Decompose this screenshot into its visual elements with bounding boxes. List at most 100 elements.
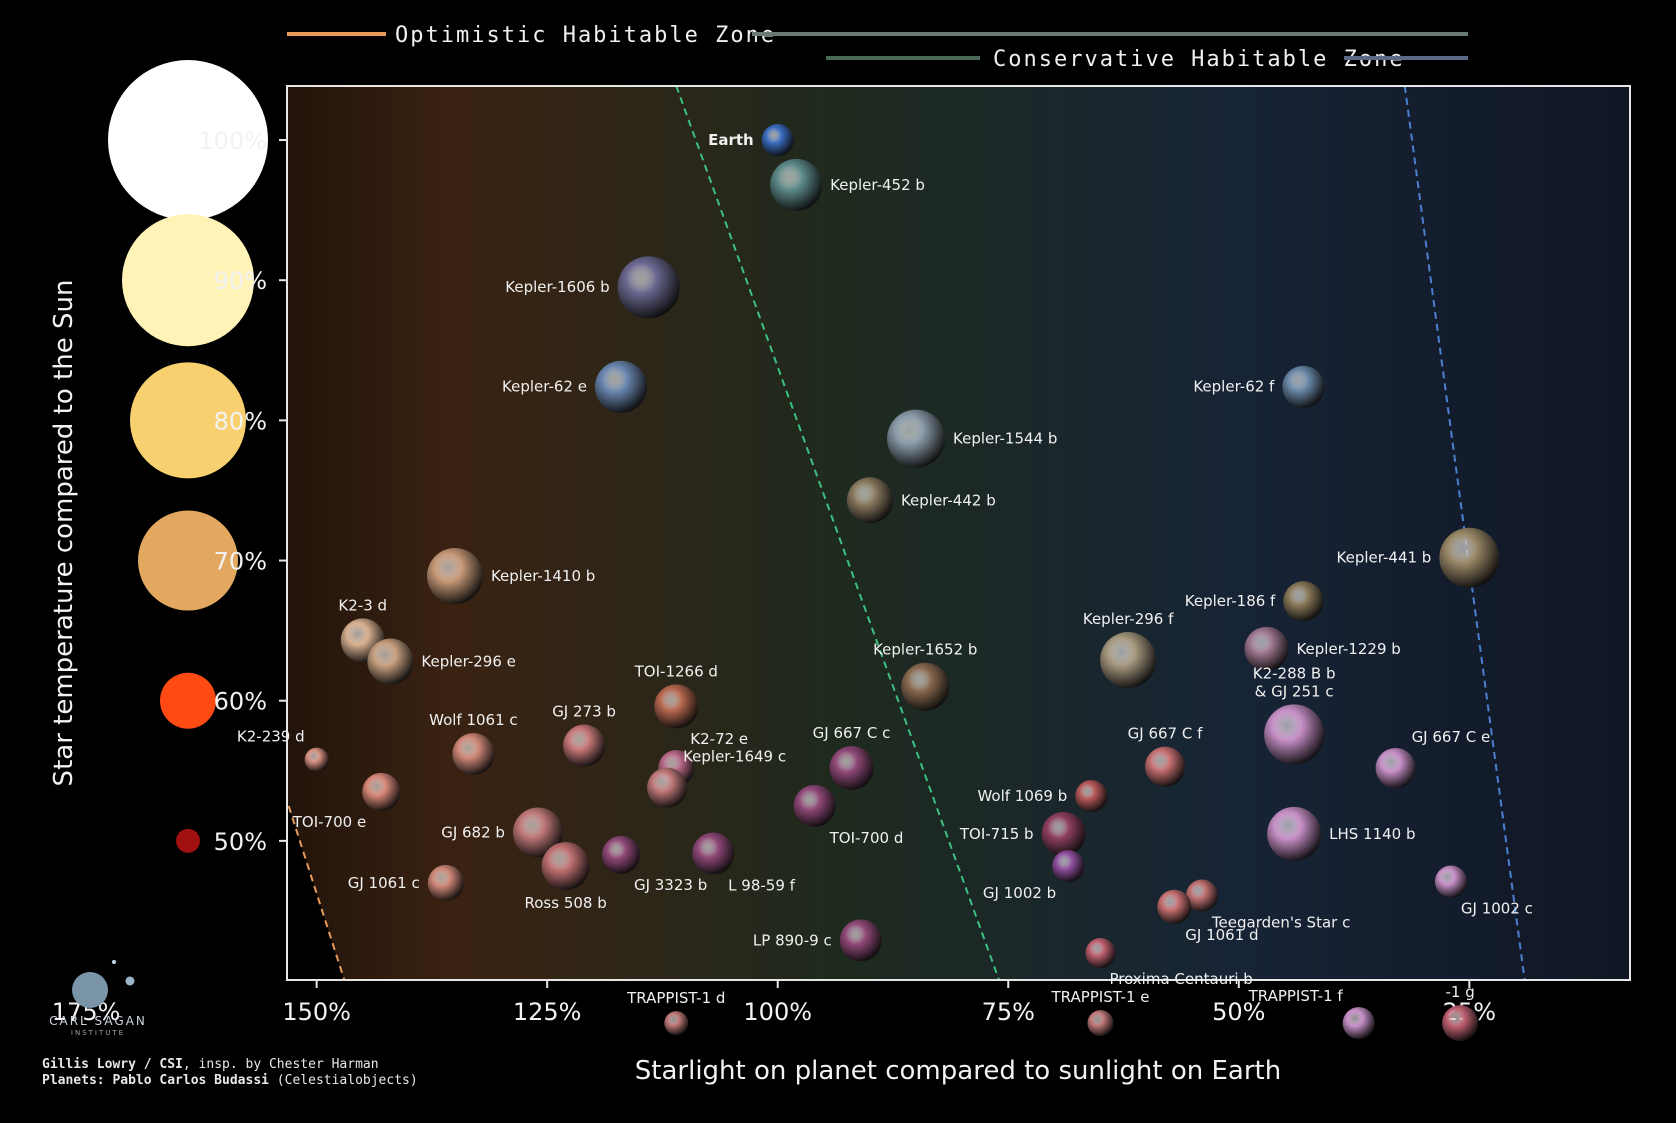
planet-disc-toi-700-e xyxy=(362,772,401,811)
y-tick-label-70: 70% xyxy=(214,548,267,576)
planet-gj-273-b: GJ 273 b xyxy=(552,703,616,767)
planet-label-ross-508-b: Ross 508 b xyxy=(525,894,607,912)
y-tick-label-80: 80% xyxy=(214,407,267,435)
planet-label-lhs-1140-b: LHS 1140 b xyxy=(1329,825,1415,843)
planet-label-gj-667-c-f: GJ 667 C f xyxy=(1128,725,1203,743)
star-disc-80 xyxy=(130,362,246,479)
planet-disc-1-g xyxy=(1442,1005,1479,1042)
planet-label-trappist-1-e: TRAPPIST-1 e xyxy=(1050,988,1149,1006)
planet-trappist-1-d: TRAPPIST-1 d xyxy=(626,989,725,1036)
y-axis-label: Star temperature compared to the Sun xyxy=(49,280,79,787)
planet-label-kepler-1229-b: Kepler-1229 b xyxy=(1296,640,1400,658)
planet-teegarden-s-star-c: Teegarden's Star c xyxy=(1185,879,1350,932)
planet-label-1-g: -1 g xyxy=(1445,983,1474,1001)
planet-disc-kepler-62-f xyxy=(1282,365,1325,408)
planet-disc-kepler-1544-b xyxy=(887,409,946,468)
planet-gj-667-c-c: GJ 667 C c xyxy=(813,724,891,790)
planet-disc-kepler-452-b xyxy=(770,158,823,211)
planet-kepler-452-b: Kepler-452 b xyxy=(770,158,925,211)
planet-label-gj-1002-b: GJ 1002 b xyxy=(983,884,1056,902)
planet-label-lp-890-9-c: LP 890-9 c xyxy=(753,931,832,949)
planet-wolf-1061-c: Wolf 1061 c xyxy=(429,711,518,775)
planet-disc-toi-700-d xyxy=(793,784,836,827)
planet-earth: Earth xyxy=(708,124,794,157)
planet-disc-ross-508-b xyxy=(541,842,590,891)
planet-label-k2-72-e: K2-72 e xyxy=(690,730,748,748)
x-tick-label-100: 100% xyxy=(743,998,812,1026)
planet-label-gj-667-c-c: GJ 667 C c xyxy=(813,724,891,742)
planet-disc-gj-1002-b xyxy=(1052,850,1085,883)
planet-disc-k2-288-b-b-gj-251-c xyxy=(1264,704,1325,765)
planet-label-kepler-442-b: Kepler-442 b xyxy=(901,491,996,509)
star-disc-70 xyxy=(138,510,238,611)
zone-boundary-line-2 xyxy=(675,86,1000,980)
planet-kepler-296-f: Kepler-296 f xyxy=(1083,610,1174,689)
x-tick-label-125: 125% xyxy=(513,998,582,1026)
zone-boundary-line-3 xyxy=(1403,86,1526,980)
planet-gj-1061-c: GJ 1061 c xyxy=(348,864,464,901)
planet-disc-kepler-62-e xyxy=(594,360,647,413)
planet-kepler-1410-b: Kepler-1410 b xyxy=(426,547,595,604)
planet-toi-715-b: TOI-715 b xyxy=(959,811,1086,856)
star-disc-90 xyxy=(122,214,254,347)
logo-subtitle: INSTITUTE xyxy=(70,1029,126,1037)
credit-line-1: Gillis Lowry / CSI, insp. by Chester Har… xyxy=(42,1057,379,1072)
planet-label-kepler-296-e: Kepler-296 e xyxy=(421,652,515,670)
planet-toi-1266-d: TOI-1266 d xyxy=(634,662,718,729)
planet-label-toi-1266-d: TOI-1266 d xyxy=(634,662,718,680)
y-tick-label-50: 50% xyxy=(214,828,267,856)
planet-label-toi-700-d: TOI-700 d xyxy=(829,829,904,847)
planet-label-gj-1061-d: GJ 1061 d xyxy=(1185,926,1258,944)
planet-label-kepler-296-f: Kepler-296 f xyxy=(1083,610,1174,628)
habitable-zone-boundaries xyxy=(287,86,1526,980)
planet-disc-trappist-1-d xyxy=(664,1011,689,1036)
planet-label-k2-239-d: K2-239 d xyxy=(237,728,305,746)
planet-kepler-1652-b: Kepler-1652 b xyxy=(873,641,977,711)
y-tick-label-60: 60% xyxy=(214,688,267,716)
planet-disc-kepler-1649-c xyxy=(647,767,688,808)
planet-k2-288-b-b-gj-251-c: K2-288 B b & GJ 251 c xyxy=(1253,664,1336,765)
zone-legend: Optimistic Habitable Zone Conservative Ha… xyxy=(287,23,1468,72)
planet-label-kepler-441-b: Kepler-441 b xyxy=(1337,549,1432,567)
planet-1-g: -1 g xyxy=(1442,983,1479,1042)
planet-label-toi-715-b: TOI-715 b xyxy=(959,825,1034,843)
planet-label-kepler-1652-b: Kepler-1652 b xyxy=(873,641,977,659)
y-axis-star-scale: 100% 90% 80% 70% 60% 50% xyxy=(108,60,287,856)
planet-label-gj-1002-c: GJ 1002 c xyxy=(1461,900,1533,918)
planet-gj-682-b: GJ 682 b xyxy=(441,807,563,858)
planet-disc-k2-239-d xyxy=(304,747,329,772)
star-disc-100 xyxy=(108,60,268,221)
planet-label-toi-700-e: TOI-700 e xyxy=(292,813,366,831)
planet-l-98-59-f: L 98-59 f xyxy=(692,832,796,894)
planet-disc-gj-667-c-f xyxy=(1145,746,1186,787)
planet-disc-lhs-1140-b xyxy=(1267,806,1322,861)
planet-disc-trappist-1-e xyxy=(1087,1010,1114,1037)
star-disc-50 xyxy=(176,828,200,853)
planet-gj-1002-c: GJ 1002 c xyxy=(1434,865,1533,918)
y-tick-label-100: 100% xyxy=(198,127,267,155)
planet-disc-gj-273-b xyxy=(563,724,606,767)
planet-disc-gj-1061-c xyxy=(427,864,464,901)
planet-label-kepler-1649-c: Kepler-1649 c xyxy=(683,748,786,766)
planet-label-k2-288-b-b-gj-251-c: K2-288 B b & GJ 251 c xyxy=(1253,664,1336,700)
planet-label-k2-3-d: K2-3 d xyxy=(338,596,387,614)
planet-disc-kepler-296-e xyxy=(367,638,414,685)
planet-disc-kepler-441-b xyxy=(1439,527,1500,588)
planet-disc-kepler-1229-b xyxy=(1244,626,1289,671)
planet-kepler-1229-b: Kepler-1229 b xyxy=(1244,626,1401,671)
planet-disc-gj-667-c-c xyxy=(829,745,874,790)
conservative-zone-label: Conservative Habitable Zone xyxy=(993,47,1405,72)
planet-disc-kepler-1652-b xyxy=(901,662,950,711)
y-tick-label-90: 90% xyxy=(214,267,267,295)
logo-star-icon xyxy=(112,960,116,964)
planet-label-gj-273-b: GJ 273 b xyxy=(552,703,616,721)
planet-disc-earth xyxy=(761,124,794,157)
planet-disc-wolf-1069-b xyxy=(1075,780,1108,813)
planet-disc-kepler-1606-b xyxy=(617,256,680,319)
planet-kepler-441-b: Kepler-441 b xyxy=(1337,527,1500,588)
star-disc-60 xyxy=(160,672,216,729)
x-tick-label-75: 75% xyxy=(982,998,1035,1026)
planet-label-kepler-1410-b: Kepler-1410 b xyxy=(491,567,595,585)
planet-label-kepler-1606-b: Kepler-1606 b xyxy=(505,278,609,296)
planet-disc-trappist-1-f xyxy=(1342,1007,1375,1040)
